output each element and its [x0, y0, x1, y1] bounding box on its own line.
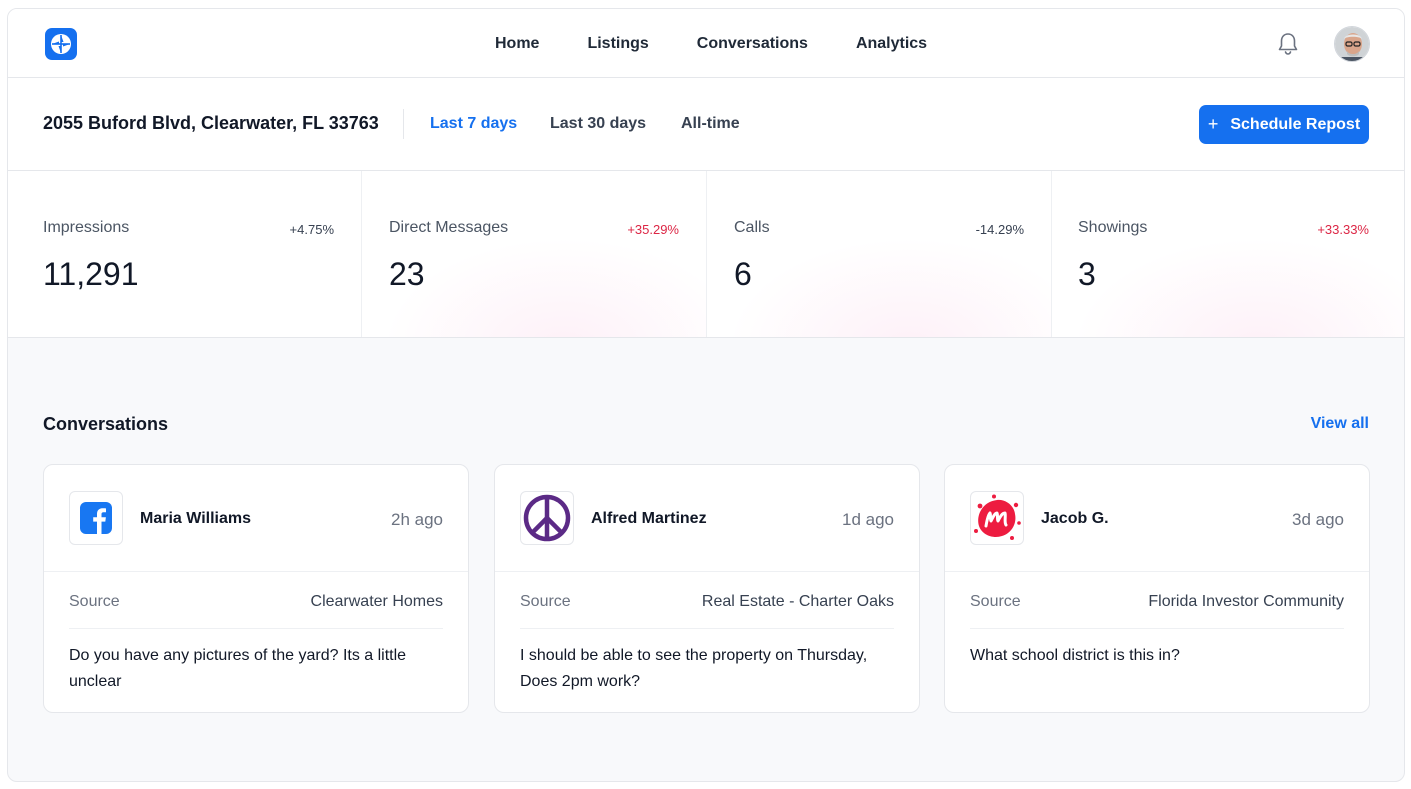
notification-bell-icon[interactable] [1276, 31, 1300, 57]
message-preview: Do you have any pictures of the yard? It… [69, 647, 407, 690]
schedule-repost-label: Schedule Repost [1230, 115, 1361, 133]
stat-value: 23 [389, 256, 425, 292]
view-all-link[interactable]: View all [1310, 415, 1369, 432]
message-time: 3d ago [1292, 510, 1344, 529]
stat-label: Direct Messages [389, 219, 509, 236]
contact-name: Alfred Martinez [591, 510, 707, 527]
source-label: Source [520, 593, 571, 610]
message-preview: I should be able to see the property on … [520, 647, 868, 690]
top-nav: Home Listings Conversations Analytics [8, 9, 1404, 78]
user-avatar[interactable] [1334, 26, 1370, 62]
stat-direct-messages: Direct Messages +35.29% 23 [362, 171, 707, 337]
stat-value: 6 [734, 256, 752, 292]
listing-address: 2055 Buford Blvd, Clearwater, FL 33763 [43, 113, 379, 133]
conversation-card[interactable]: Maria Williams 2h ago Source Clearwater … [43, 464, 469, 713]
stat-calls: Calls -14.29% 6 [707, 171, 1052, 337]
source-row: Source Clearwater Homes [69, 572, 443, 629]
card-body: Source Real Estate - Charter Oaks I shou… [495, 572, 919, 695]
source-label: Source [69, 593, 120, 610]
stat-label: Showings [1078, 219, 1148, 236]
source-label: Source [970, 593, 1021, 610]
stat-glow [727, 237, 1051, 337]
conversation-card[interactable]: Jacob G. 3d ago Source Florida Investor … [944, 464, 1370, 713]
stat-showings: Showings +33.33% 3 [1052, 171, 1404, 337]
message-time: 2h ago [391, 510, 443, 529]
source-row: Source Florida Investor Community [970, 572, 1344, 629]
card-body: Source Florida Investor Community What s… [945, 572, 1369, 669]
card-header: Jacob G. 3d ago [945, 465, 1369, 572]
peace-icon [520, 491, 574, 545]
nav-links: Home Listings Conversations Analytics [495, 9, 927, 78]
app-frame: Home Listings Conversations Analytics [7, 8, 1405, 782]
card-header: Alfred Martinez 1d ago [495, 465, 919, 572]
stat-value: 11,291 [43, 256, 139, 292]
source-value: Clearwater Homes [310, 593, 443, 610]
source-value: Florida Investor Community [1148, 593, 1344, 610]
card-header: Maria Williams 2h ago [44, 465, 468, 572]
message-time: 1d ago [842, 510, 894, 529]
stat-glow [382, 237, 706, 337]
nav-analytics[interactable]: Analytics [855, 34, 928, 52]
app-logo-icon[interactable] [45, 28, 77, 60]
header-divider [403, 109, 404, 139]
stat-change: -14.29% [975, 222, 1024, 237]
plus-icon: + [1207, 114, 1219, 134]
nav-listings[interactable]: Listings [587, 34, 649, 52]
stat-value: 3 [1078, 256, 1096, 292]
range-last-30-days[interactable]: Last 30 days [550, 115, 647, 132]
facebook-icon [69, 491, 123, 545]
source-row: Source Real Estate - Charter Oaks [520, 572, 894, 629]
source-value: Real Estate - Charter Oaks [701, 593, 894, 610]
message-preview: What school district is this in? [970, 647, 1180, 664]
stat-change: +33.33% [1317, 222, 1369, 237]
nav-home[interactable]: Home [495, 34, 540, 52]
stat-label: Impressions [43, 219, 130, 236]
listing-header: 2055 Buford Blvd, Clearwater, FL 33763 L… [8, 78, 1404, 171]
conversation-card[interactable]: Alfred Martinez 1d ago Source Real Estat… [494, 464, 920, 713]
contact-name: Jacob G. [1041, 510, 1109, 527]
range-last-7-days[interactable]: Last 7 days [430, 115, 518, 132]
stat-change: +4.75% [289, 222, 334, 237]
stats-row: Impressions +4.75% 11,291 Direct Message… [8, 171, 1404, 338]
conversations-title: Conversations [43, 414, 169, 434]
card-body: Source Clearwater Homes Do you have any … [44, 572, 468, 695]
nav-conversations[interactable]: Conversations [696, 34, 808, 52]
schedule-repost-button[interactable]: + Schedule Repost [1199, 105, 1369, 144]
contact-name: Maria Williams [140, 510, 252, 527]
stat-impressions: Impressions +4.75% 11,291 [8, 171, 362, 337]
stat-glow [1072, 237, 1404, 337]
stat-change: +35.29% [627, 222, 679, 237]
stat-label: Calls [734, 219, 770, 236]
range-all-time[interactable]: All-time [681, 115, 740, 132]
meetup-icon [970, 491, 1024, 545]
